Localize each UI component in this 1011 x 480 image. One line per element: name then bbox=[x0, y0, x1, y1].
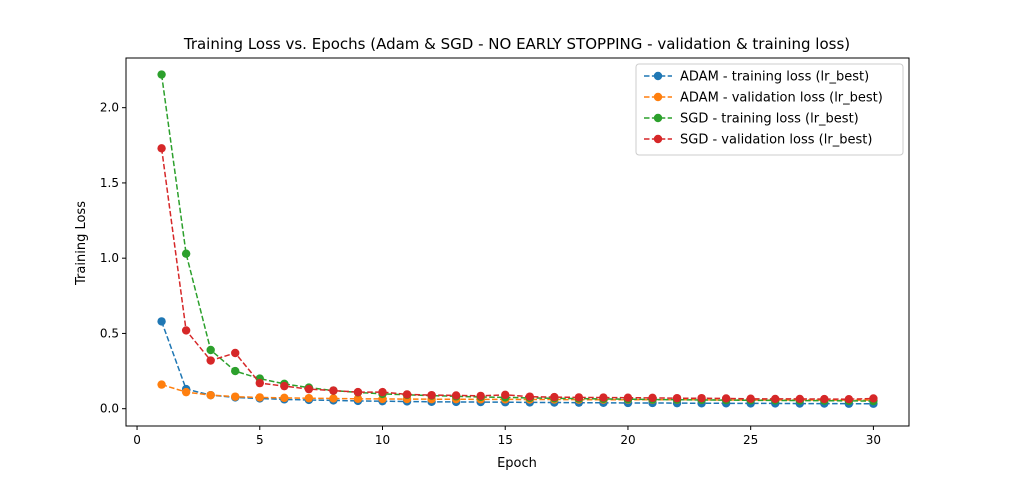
y-tick-label: 0.0 bbox=[100, 402, 119, 416]
data-point bbox=[231, 392, 240, 401]
legend-item: ADAM - training loss (lr_best) bbox=[644, 70, 869, 85]
x-tick-label: 5 bbox=[256, 433, 264, 447]
data-point bbox=[869, 394, 878, 403]
x-tick-label: 15 bbox=[498, 433, 513, 447]
data-point bbox=[181, 326, 191, 335]
legend-label: SGD - validation loss (lr_best) bbox=[680, 133, 872, 148]
data-point bbox=[501, 390, 510, 400]
data-point bbox=[451, 391, 461, 400]
data-point bbox=[574, 393, 584, 402]
y-axis-label: Training Loss bbox=[74, 201, 89, 286]
data-point bbox=[304, 393, 314, 403]
data-point bbox=[378, 387, 387, 397]
data-point bbox=[206, 356, 215, 365]
y-tick-label: 0.5 bbox=[100, 326, 119, 340]
legend-item: ADAM - validation loss (lr_best) bbox=[644, 91, 883, 106]
data-point bbox=[353, 394, 363, 403]
data-point bbox=[697, 393, 706, 403]
data-point bbox=[280, 381, 289, 391]
data-point bbox=[231, 366, 240, 376]
legend-label: SGD - training loss (lr_best) bbox=[680, 112, 859, 127]
data-point bbox=[672, 393, 682, 403]
data-point bbox=[353, 387, 363, 397]
data-point bbox=[623, 393, 633, 402]
series-4 bbox=[157, 144, 878, 404]
data-point bbox=[402, 390, 412, 399]
data-point bbox=[181, 387, 191, 397]
data-point bbox=[329, 394, 338, 403]
data-point bbox=[599, 393, 608, 402]
data-point bbox=[721, 394, 731, 403]
data-point bbox=[255, 378, 264, 388]
legend-marker bbox=[653, 92, 663, 102]
legend-label: ADAM - validation loss (lr_best) bbox=[680, 91, 883, 106]
y-tick-label: 1.5 bbox=[100, 176, 119, 190]
data-point bbox=[181, 249, 191, 258]
data-point bbox=[206, 345, 215, 355]
data-point bbox=[820, 394, 829, 404]
legend-item: SGD - validation loss (lr_best) bbox=[644, 133, 872, 148]
data-point bbox=[476, 391, 485, 401]
data-point bbox=[525, 392, 534, 401]
data-point bbox=[427, 390, 436, 400]
legend-label: ADAM - training loss (lr_best) bbox=[680, 70, 869, 85]
x-axis-label: Epoch bbox=[497, 456, 537, 471]
legend: ADAM - training loss (lr_best) ADAM - val… bbox=[635, 63, 904, 156]
legend-marker bbox=[653, 71, 663, 81]
y-tick-label: 1.0 bbox=[100, 251, 119, 265]
data-point bbox=[648, 393, 657, 403]
x-tick-label: 10 bbox=[375, 433, 390, 447]
legend-marker bbox=[653, 113, 663, 123]
data-point bbox=[157, 70, 166, 79]
x-tick-label: 25 bbox=[743, 433, 758, 447]
data-point bbox=[157, 380, 166, 389]
x-tick-label: 30 bbox=[866, 433, 881, 447]
data-point bbox=[746, 394, 755, 403]
data-point bbox=[255, 393, 264, 402]
data-point bbox=[550, 392, 559, 402]
data-point bbox=[206, 390, 215, 400]
legend-item: SGD - training loss (lr_best) bbox=[644, 112, 859, 127]
data-point bbox=[844, 395, 854, 404]
legend-box bbox=[635, 63, 904, 156]
data-point bbox=[304, 384, 314, 394]
data-point bbox=[231, 348, 240, 358]
data-point bbox=[771, 394, 780, 404]
data-point bbox=[329, 386, 338, 395]
data-point bbox=[280, 393, 289, 403]
x-tick-label: 0 bbox=[133, 433, 141, 447]
data-point bbox=[157, 317, 166, 326]
x-tick-label: 20 bbox=[620, 433, 635, 447]
plot-area: 0 5 10 15 20 25 30 0.0 0.5 1.0 1.5 2.0 bbox=[100, 57, 910, 447]
plot-frame bbox=[125, 57, 910, 427]
data-point bbox=[157, 144, 166, 153]
y-tick-label: 2.0 bbox=[100, 101, 119, 115]
legend-marker bbox=[653, 134, 663, 144]
data-point bbox=[795, 394, 804, 404]
chart-title: Training Loss vs. Epochs (Adam & SGD - N… bbox=[183, 35, 850, 53]
